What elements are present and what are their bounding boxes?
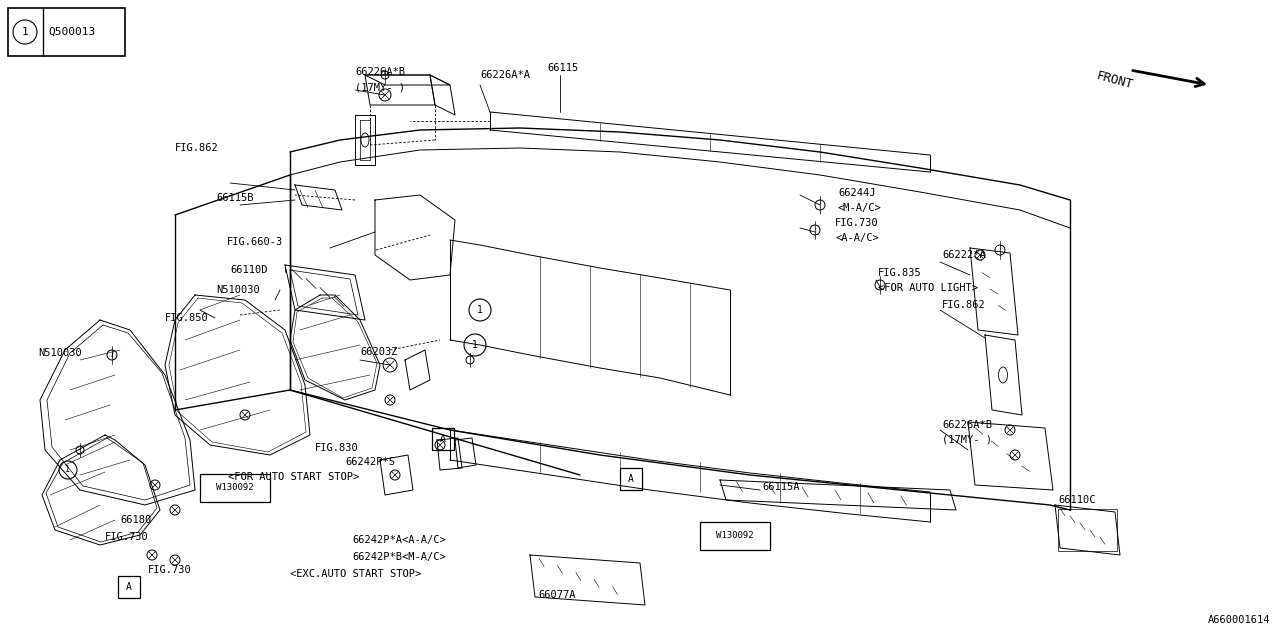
Text: <EXC.AUTO START STOP>: <EXC.AUTO START STOP> bbox=[291, 569, 421, 579]
Text: FIG.862: FIG.862 bbox=[942, 300, 986, 310]
Text: 66226A*B: 66226A*B bbox=[355, 67, 404, 77]
Text: (17MY- ): (17MY- ) bbox=[355, 82, 404, 92]
Bar bbox=[433, 428, 454, 450]
Text: 66110D: 66110D bbox=[230, 265, 268, 275]
Bar bbox=[118, 576, 140, 598]
Text: 66222*A: 66222*A bbox=[942, 250, 986, 260]
Text: W130092: W130092 bbox=[216, 483, 253, 493]
Text: 66115: 66115 bbox=[547, 63, 579, 73]
Text: 1: 1 bbox=[472, 340, 477, 350]
Text: A: A bbox=[628, 474, 634, 484]
Text: FRONT: FRONT bbox=[1094, 69, 1134, 91]
Text: 66203Z: 66203Z bbox=[360, 347, 398, 357]
Text: A: A bbox=[440, 434, 445, 444]
Text: N510030: N510030 bbox=[216, 285, 260, 295]
Text: FIG.730: FIG.730 bbox=[148, 565, 192, 575]
Text: 1: 1 bbox=[477, 305, 483, 315]
Text: 66242P*A<A-A/C>: 66242P*A<A-A/C> bbox=[352, 535, 445, 545]
Text: 66115A: 66115A bbox=[762, 482, 800, 492]
Text: FIG.730: FIG.730 bbox=[835, 218, 879, 228]
Text: 66110C: 66110C bbox=[1059, 495, 1096, 505]
Text: FIG.730: FIG.730 bbox=[105, 532, 148, 542]
Text: N510030: N510030 bbox=[38, 348, 82, 358]
Text: 66242P*B<M-A/C>: 66242P*B<M-A/C> bbox=[352, 552, 445, 562]
Text: Q500013: Q500013 bbox=[49, 27, 95, 37]
Text: 66226A*A: 66226A*A bbox=[480, 70, 530, 80]
Text: <FOR AUTO START STOP>: <FOR AUTO START STOP> bbox=[228, 472, 360, 482]
Text: <FOR AUTO LIGHT>: <FOR AUTO LIGHT> bbox=[878, 283, 978, 293]
Text: W130092: W130092 bbox=[717, 531, 754, 541]
Bar bbox=[1059, 509, 1117, 551]
Bar bbox=[620, 468, 643, 490]
Bar bbox=[200, 474, 270, 502]
Text: FIG.850: FIG.850 bbox=[165, 313, 209, 323]
Text: 66180: 66180 bbox=[120, 515, 151, 525]
Text: FIG.830: FIG.830 bbox=[315, 443, 358, 453]
Bar bbox=[8, 8, 125, 56]
Text: 66226A*B: 66226A*B bbox=[942, 420, 992, 430]
Text: FIG.862: FIG.862 bbox=[175, 143, 219, 153]
Text: FIG.660-3: FIG.660-3 bbox=[227, 237, 283, 247]
Text: A660001614: A660001614 bbox=[1207, 615, 1270, 625]
Text: 66115B: 66115B bbox=[216, 193, 253, 203]
Text: <M-A/C>: <M-A/C> bbox=[838, 203, 882, 213]
Text: 1: 1 bbox=[65, 465, 70, 474]
Text: (17MY- ): (17MY- ) bbox=[942, 435, 992, 445]
Text: FIG.835: FIG.835 bbox=[878, 268, 922, 278]
Text: 66244J: 66244J bbox=[838, 188, 876, 198]
Text: A: A bbox=[125, 582, 132, 592]
Text: <A-A/C>: <A-A/C> bbox=[835, 233, 879, 243]
Bar bbox=[700, 522, 771, 550]
Text: 66242P*S: 66242P*S bbox=[346, 457, 396, 467]
Text: 1: 1 bbox=[22, 27, 28, 37]
Text: 66077A: 66077A bbox=[538, 590, 576, 600]
